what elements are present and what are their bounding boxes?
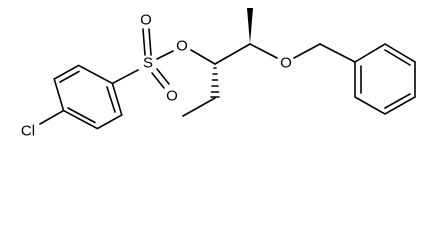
atom-label: O: [280, 55, 292, 72]
atom-label: O: [166, 88, 178, 105]
bond: [39, 109, 65, 125]
wedge-bond: [247, 8, 253, 44]
atom-label: O: [140, 12, 152, 29]
ring-double-bond: [59, 70, 80, 83]
atom-label: O: [176, 38, 188, 55]
double-bond: [148, 28, 152, 56]
bond: [182, 97, 216, 117]
bond: [319, 43, 356, 63]
atom-label: S: [143, 55, 153, 72]
ring-double-bond: [106, 86, 116, 113]
hash-bond: [210, 67, 220, 98]
bond: [293, 43, 321, 59]
ring-double-bond: [384, 49, 411, 66]
bonds: [39, 8, 416, 130]
bond: [156, 50, 174, 60]
phenyl-ring: [354, 43, 416, 115]
ring-double-bond: [67, 107, 96, 124]
bond: [111, 69, 139, 85]
atom-label: Cl: [21, 123, 35, 140]
structure-diagram: Cl S O O O O: [21, 8, 416, 140]
atom-labels: Cl S O O O O: [21, 12, 292, 140]
double-bond: [156, 68, 170, 85]
double-bond: [151, 72, 165, 89]
bond: [190, 49, 216, 65]
bond: [249, 43, 278, 59]
double-bond: [142, 28, 146, 56]
ring-double-bond: [384, 93, 411, 109]
bond: [214, 43, 251, 65]
